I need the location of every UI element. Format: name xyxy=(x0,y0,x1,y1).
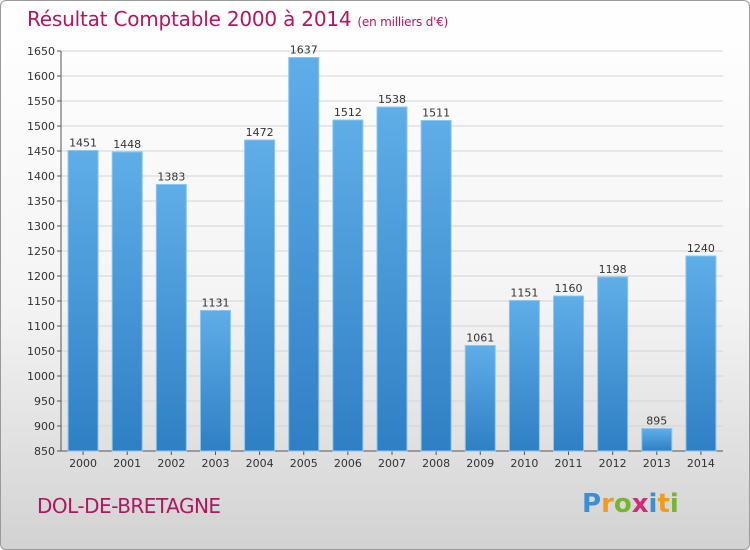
logo-letter: o xyxy=(613,489,632,519)
y-tick-label: 1550 xyxy=(27,95,55,108)
x-tick-label: 2008 xyxy=(422,457,450,470)
data-label: 1198 xyxy=(599,263,627,276)
logo-letter: t xyxy=(657,489,670,519)
bar xyxy=(508,300,540,452)
x-tick-label: 2009 xyxy=(466,457,494,470)
x-tick-label: 2011 xyxy=(555,457,583,470)
y-tick-label: 1650 xyxy=(27,45,55,58)
chart-title: Résultat Comptable 2000 à 2014 (en millie… xyxy=(27,7,448,31)
proxiti-logo[interactable]: Proxiti xyxy=(582,489,679,519)
x-tick-label: 2001 xyxy=(113,457,141,470)
data-label: 1472 xyxy=(246,126,274,139)
data-label: 1538 xyxy=(378,93,406,106)
bar xyxy=(199,310,231,452)
y-tick-label: 1100 xyxy=(27,320,55,333)
logo-letter: i xyxy=(648,489,658,519)
data-label: 1451 xyxy=(69,137,97,150)
y-tick-label: 1450 xyxy=(27,145,55,158)
logo-letter: i xyxy=(669,489,679,519)
y-tick-label: 1000 xyxy=(27,370,55,383)
bar xyxy=(288,57,320,452)
bar xyxy=(155,184,187,452)
data-label: 1160 xyxy=(555,282,583,295)
data-label: 1637 xyxy=(290,44,318,57)
data-label: 895 xyxy=(646,415,667,428)
commune-name: DOL-DE-BRETAGNE xyxy=(37,494,221,518)
data-label: 1512 xyxy=(334,106,362,119)
bar xyxy=(111,151,143,452)
data-label: 1061 xyxy=(466,332,494,345)
bar xyxy=(376,106,408,452)
logo-letter: r xyxy=(601,489,614,519)
chart-subtitle: (en milliers d'€) xyxy=(357,15,449,29)
data-label: 1511 xyxy=(422,107,450,120)
data-label: 1448 xyxy=(113,138,141,151)
y-tick-label: 1500 xyxy=(27,120,55,133)
bar xyxy=(67,150,99,452)
data-labels: 1451 1448 1383 1131 1472 1637 1512 1538 1511 1061… xyxy=(69,44,715,428)
x-tick-label: 2013 xyxy=(643,457,671,470)
data-label: 1131 xyxy=(201,297,229,310)
data-label: 1383 xyxy=(157,171,185,184)
x-tick-label: 2005 xyxy=(290,457,318,470)
bar xyxy=(332,119,364,452)
y-tick-label: 900 xyxy=(34,420,55,433)
x-tick-label: 2012 xyxy=(599,457,627,470)
x-tick-label: 2000 xyxy=(69,457,97,470)
bar xyxy=(641,428,673,452)
x-tick-label: 2007 xyxy=(378,457,406,470)
x-tick-label: 2006 xyxy=(334,457,362,470)
x-tick-label: 2014 xyxy=(687,457,715,470)
y-tick-label: 1200 xyxy=(27,270,55,283)
y-tick-label: 1300 xyxy=(27,220,55,233)
x-tick-label: 2010 xyxy=(510,457,538,470)
y-tick-label: 950 xyxy=(34,395,55,408)
bar xyxy=(685,255,717,452)
x-tick-label: 2004 xyxy=(246,457,274,470)
bar xyxy=(420,120,452,452)
data-label: 1151 xyxy=(510,287,538,300)
logo-letter: P xyxy=(582,489,602,519)
y-tick-label: 1350 xyxy=(27,195,55,208)
x-tick-label: 2002 xyxy=(157,457,185,470)
chart-title-text: Résultat Comptable 2000 à 2014 xyxy=(27,7,352,31)
y-tick-label: 1400 xyxy=(27,170,55,183)
data-label: 1240 xyxy=(687,242,715,255)
bar xyxy=(244,139,276,452)
y-tick-label: 1050 xyxy=(27,345,55,358)
y-tick-label: 1250 xyxy=(27,245,55,258)
x-tick-label: 2003 xyxy=(201,457,229,470)
bars xyxy=(67,57,717,452)
y-tick-label: 850 xyxy=(34,445,55,458)
bar xyxy=(464,345,496,452)
y-tick-label: 1150 xyxy=(27,295,55,308)
bar xyxy=(597,276,629,452)
logo-letter: x xyxy=(631,489,649,519)
y-tick-label: 1600 xyxy=(27,70,55,83)
bar xyxy=(553,295,585,452)
